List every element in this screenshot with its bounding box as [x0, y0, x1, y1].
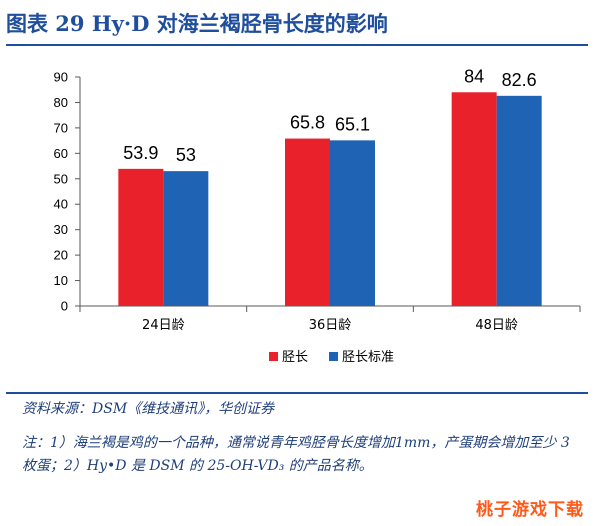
data-label: 53.9 [123, 143, 158, 163]
figure-title: 图表 29 Hy·D 对海兰褐胫骨长度的影响 [6, 11, 388, 36]
y-tick-label: 30 [54, 222, 68, 237]
y-tick-label: 90 [54, 70, 68, 85]
y-tick-label: 80 [54, 95, 68, 110]
y-tick-label: 70 [54, 120, 68, 135]
y-tick-label: 20 [54, 248, 68, 263]
chart-data-labels: 53.9 53 65.8 65.1 84 82.6 [123, 66, 536, 165]
title-divider [6, 44, 588, 46]
bar-胫长标准 [496, 95, 542, 306]
data-label: 53 [176, 145, 196, 165]
legend-label: 胫长 [282, 350, 308, 365]
chart-bars [118, 92, 542, 306]
legend-swatch-胫长 [269, 352, 278, 361]
bar-胫长 [285, 138, 330, 306]
data-label: 65.1 [335, 114, 370, 134]
y-tick-label: 0 [61, 299, 68, 314]
y-tick-label: 60 [54, 146, 68, 161]
x-tick-label: 36日龄 [309, 318, 352, 333]
data-label: 82.6 [502, 70, 537, 90]
y-tick-label: 50 [54, 171, 68, 186]
footnote: 注：1）海兰褐是鸡的一个品种，通常说青年鸡胫骨长度增加1mm，产蛋期会增加至少 … [22, 435, 570, 474]
bar-胫长标准 [330, 140, 375, 306]
source-divider [6, 392, 588, 394]
bar-chart: 0 10 20 30 40 50 60 70 80 90 24日龄 36日龄 48日龄 53.9 53 65… [54, 66, 581, 365]
y-tick-label: 40 [54, 197, 68, 212]
bar-胫长 [451, 92, 497, 306]
data-label: 65.8 [290, 113, 325, 133]
x-tick-label: 48日龄 [475, 318, 518, 333]
chart-legend: 胫长 胫长标准 [269, 350, 394, 365]
legend-swatch-胫长标准 [329, 352, 338, 361]
y-tick-label: 10 [54, 273, 68, 288]
chart-axes: 0 10 20 30 40 50 60 70 80 90 24日龄 36日龄 48日龄 [54, 70, 581, 333]
x-tick-label: 24日龄 [142, 318, 185, 333]
bar-胫长标准 [163, 171, 209, 306]
watermark-logo: 桃子游戏下载 [476, 500, 584, 520]
source-note: 资料来源：DSM《维技通讯》，华创证券 [22, 401, 275, 417]
data-label: 84 [464, 66, 484, 86]
legend-label: 胫长标准 [342, 350, 394, 365]
bar-胫长 [118, 168, 164, 306]
